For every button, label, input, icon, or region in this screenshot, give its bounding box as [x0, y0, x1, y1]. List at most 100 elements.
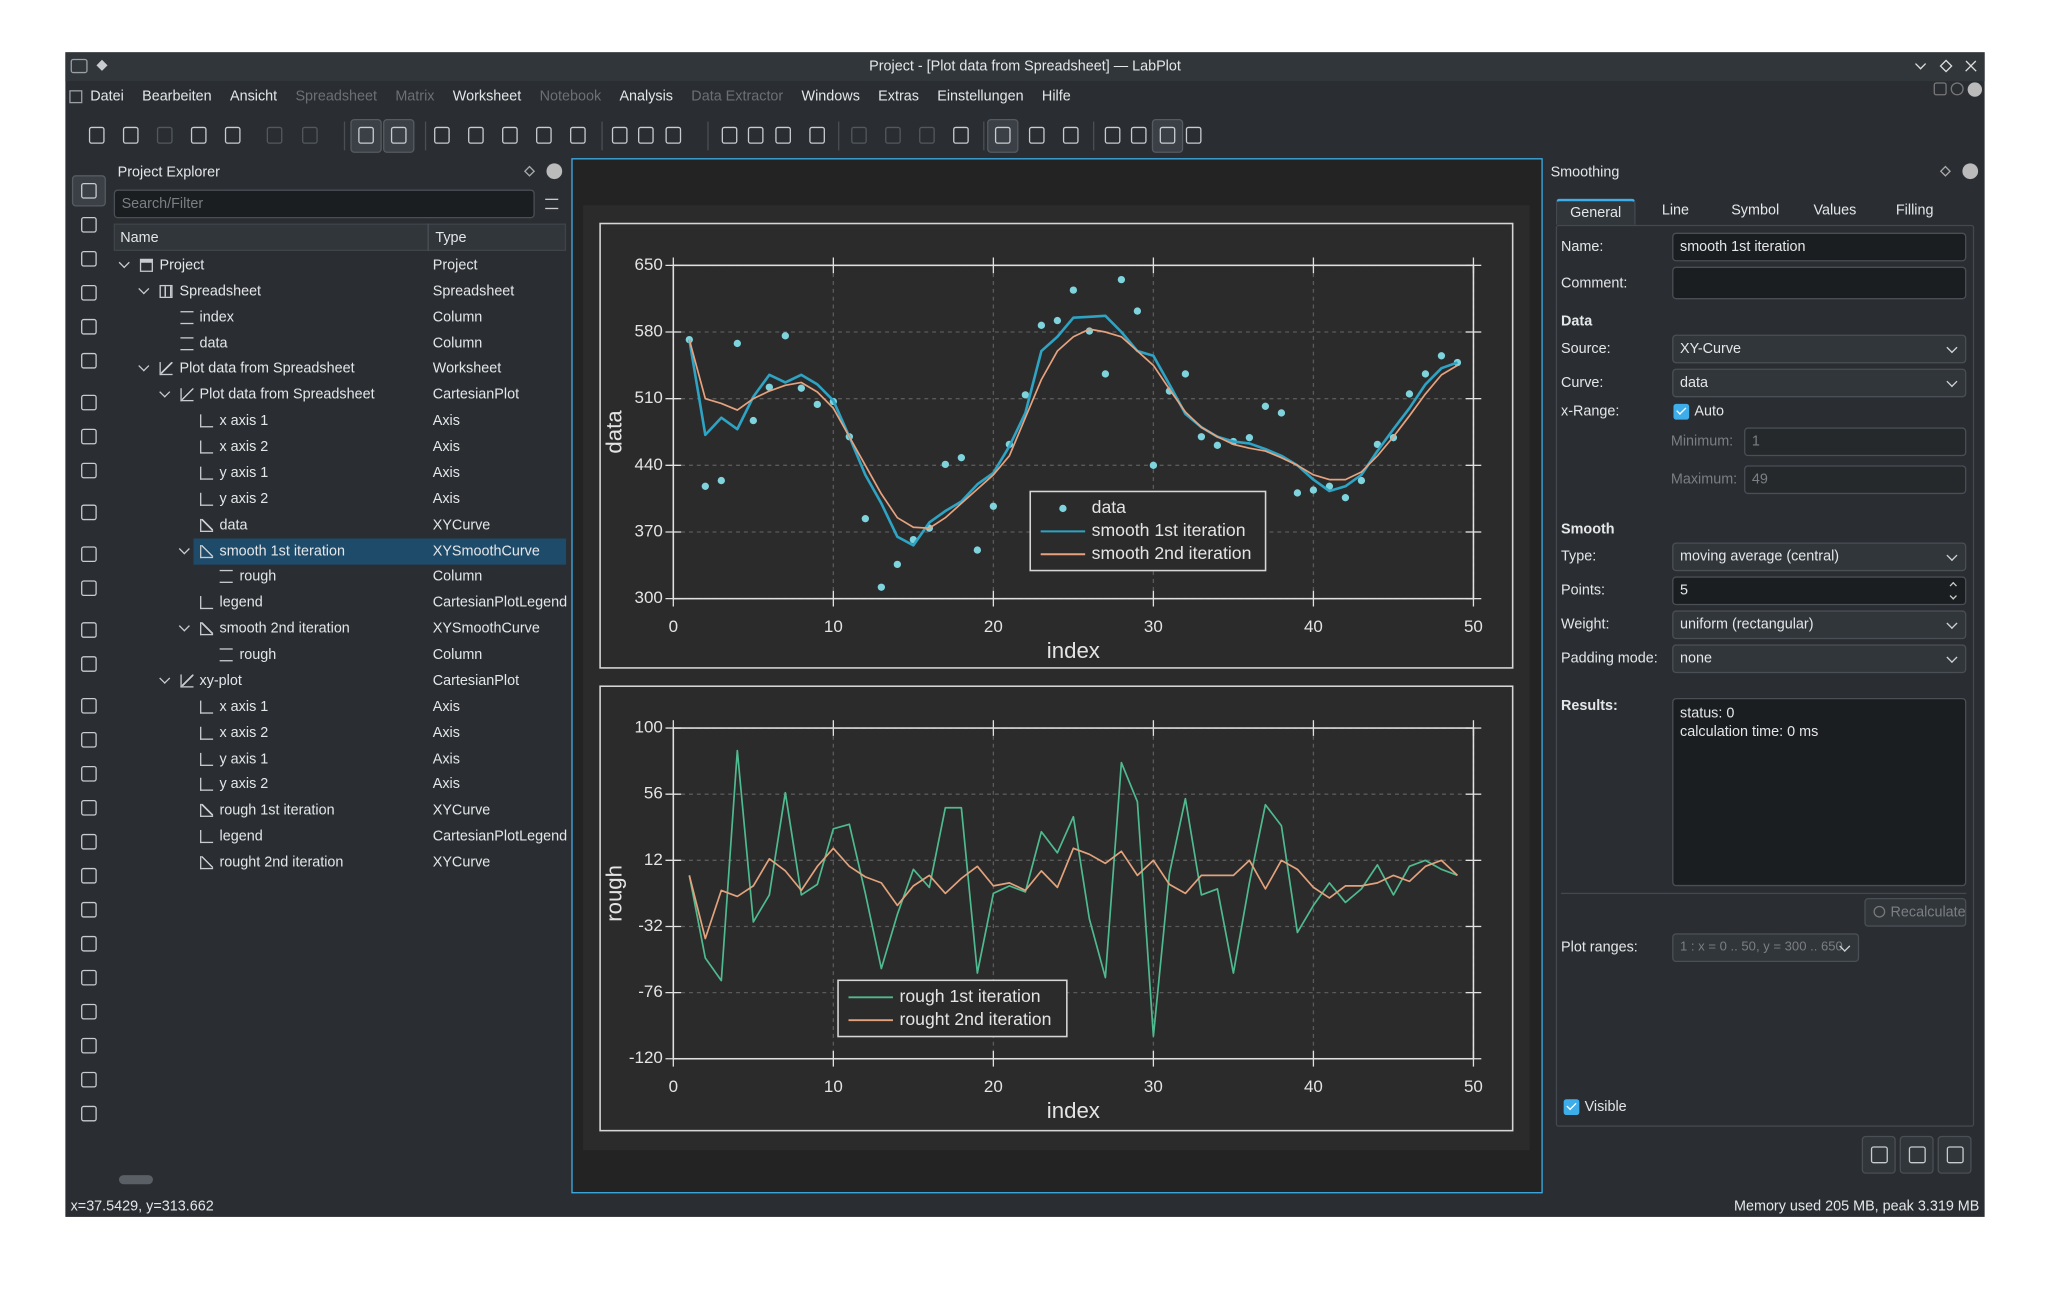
expand-arrow[interactable] [178, 542, 190, 554]
expand-arrow[interactable] [138, 361, 150, 373]
toolbar-button[interactable] [851, 126, 867, 144]
toolbar-button-active[interactable] [350, 118, 382, 153]
tool-button[interactable] [81, 901, 97, 918]
tool-button[interactable] [81, 867, 97, 884]
tree-row[interactable]: x axis 1 Axis [114, 408, 566, 434]
toolbar-button-active[interactable] [1151, 118, 1184, 153]
tree-row[interactable]: x axis 1 Axis [114, 694, 566, 720]
toolbar-button[interactable] [122, 126, 139, 144]
toolbar-button[interactable] [1028, 126, 1045, 144]
tree-row[interactable]: xy-plot CartesianPlot [114, 668, 566, 694]
toolbar-button[interactable] [390, 126, 407, 144]
toolbar-button-active[interactable] [987, 118, 1019, 153]
tool-button-active[interactable] [71, 175, 106, 207]
tool-button[interactable] [81, 1071, 97, 1088]
toolbar-button[interactable] [502, 126, 518, 144]
toolbar-button-active[interactable] [383, 118, 415, 153]
toolbar-button[interactable] [919, 126, 935, 144]
tree-row[interactable]: Plot data from Spreadsheet CartesianPlot [114, 382, 566, 408]
weight-combo[interactable]: uniform (rectangular) [1672, 610, 1967, 640]
menu-item[interactable]: Ansicht [221, 88, 286, 109]
tool-button[interactable] [81, 656, 97, 672]
expand-arrow[interactable] [158, 672, 170, 684]
tool-button[interactable] [81, 799, 97, 816]
tree-row[interactable]: legend CartesianPlotLegend [114, 590, 567, 616]
search-field[interactable]: Search/Filter [113, 189, 535, 219]
toolbar-button[interactable] [1185, 126, 1202, 144]
expand-arrow[interactable] [158, 387, 170, 399]
tab[interactable]: Values [1795, 199, 1875, 225]
tree-row[interactable]: smooth 2nd iteration XYSmoothCurve [114, 616, 566, 642]
tool-button[interactable] [81, 731, 97, 748]
toolbar-button[interactable] [1159, 126, 1176, 144]
tree-row[interactable]: rought 2nd iteration XYCurve [114, 850, 566, 876]
toolbar-button[interactable] [809, 126, 825, 144]
tree-row[interactable]: Plot data from Spreadsheet Worksheet [114, 356, 566, 382]
tool-button[interactable] [81, 250, 97, 267]
tree-row[interactable]: y axis 2 Axis [114, 486, 566, 512]
tool-button[interactable] [81, 462, 97, 479]
tool-button[interactable] [81, 284, 97, 301]
tree-row[interactable]: legend CartesianPlotLegend [114, 824, 567, 850]
tool-button[interactable] [81, 352, 97, 369]
toolbar-button[interactable] [190, 126, 207, 144]
toolbar-button[interactable] [224, 126, 241, 144]
expand-arrow[interactable] [178, 620, 190, 632]
tool-button[interactable] [81, 765, 97, 782]
save-as-button[interactable] [1937, 1135, 1972, 1174]
menu-item[interactable]: Hilfe [1033, 88, 1080, 109]
curve-combo[interactable]: data [1672, 368, 1967, 398]
tree-row[interactable]: y axis 2 Axis [114, 772, 566, 798]
toolbar-button[interactable] [994, 126, 1011, 144]
tool-button[interactable] [81, 969, 97, 986]
toolbar-button[interactable] [953, 126, 969, 144]
toolbar-button[interactable] [266, 126, 283, 144]
tree-row[interactable]: x axis 2 Axis [114, 720, 566, 746]
toolbar-button[interactable] [88, 126, 105, 144]
tool-button[interactable] [81, 318, 97, 335]
type-combo[interactable]: moving average (central) [1672, 542, 1967, 572]
tool-button[interactable] [81, 580, 97, 597]
toolbar-button[interactable] [434, 126, 450, 144]
tree-row[interactable]: data Column [114, 330, 566, 356]
tool-button[interactable] [81, 622, 97, 638]
filter-button[interactable] [545, 198, 559, 210]
menu-item[interactable]: Worksheet [444, 88, 531, 109]
tool-button[interactable] [81, 1003, 97, 1020]
tree-row[interactable]: y axis 1 Axis [114, 746, 566, 772]
tool-button[interactable] [81, 546, 97, 563]
toolbar-button[interactable] [1062, 126, 1079, 144]
tab[interactable]: Line [1636, 199, 1716, 225]
menu-item[interactable]: Einstellungen [928, 88, 1033, 109]
tool-button[interactable] [81, 182, 97, 199]
tree-row[interactable]: y axis 1 Axis [114, 460, 566, 486]
tree-row[interactable]: Spreadsheet Spreadsheet [114, 278, 566, 304]
save-button[interactable] [1899, 1135, 1934, 1174]
tool-button[interactable] [81, 394, 97, 411]
expand-arrow[interactable] [138, 283, 150, 295]
name-field[interactable]: smooth 1st iteration [1672, 232, 1967, 262]
toolbar-button[interactable] [665, 126, 682, 144]
menu-item[interactable]: Data Extractor [682, 88, 792, 109]
tab[interactable]: General [1555, 198, 1636, 225]
scrollbar[interactable] [118, 1175, 153, 1185]
toolbar-button[interactable] [638, 126, 654, 144]
toolbar-button[interactable] [570, 126, 586, 144]
toolbar-button[interactable] [302, 126, 318, 144]
menu-item[interactable]: Notebook [530, 88, 610, 109]
menu-icon[interactable] [69, 90, 83, 104]
menu-item[interactable]: Matrix [386, 88, 443, 109]
plot-ranges-combo[interactable]: 1 : x = 0 .. 50, y = 300 .. 650 [1672, 933, 1860, 963]
expand-arrow[interactable] [118, 257, 130, 269]
minimum-field[interactable]: 1 [1744, 427, 1967, 457]
tool-button[interactable] [81, 1105, 97, 1122]
toolbar-button[interactable] [885, 126, 901, 144]
menu-item[interactable]: Analysis [610, 88, 682, 109]
tree-row[interactable]: rough Column [114, 564, 566, 590]
toolbar-button[interactable] [611, 126, 628, 144]
float-button[interactable] [1939, 165, 1951, 177]
menu-item[interactable]: Windows [792, 88, 869, 109]
new-template-button[interactable] [1861, 1135, 1896, 1174]
close-button[interactable] [1962, 163, 1979, 180]
tree-row[interactable]: Project Project [114, 252, 566, 278]
